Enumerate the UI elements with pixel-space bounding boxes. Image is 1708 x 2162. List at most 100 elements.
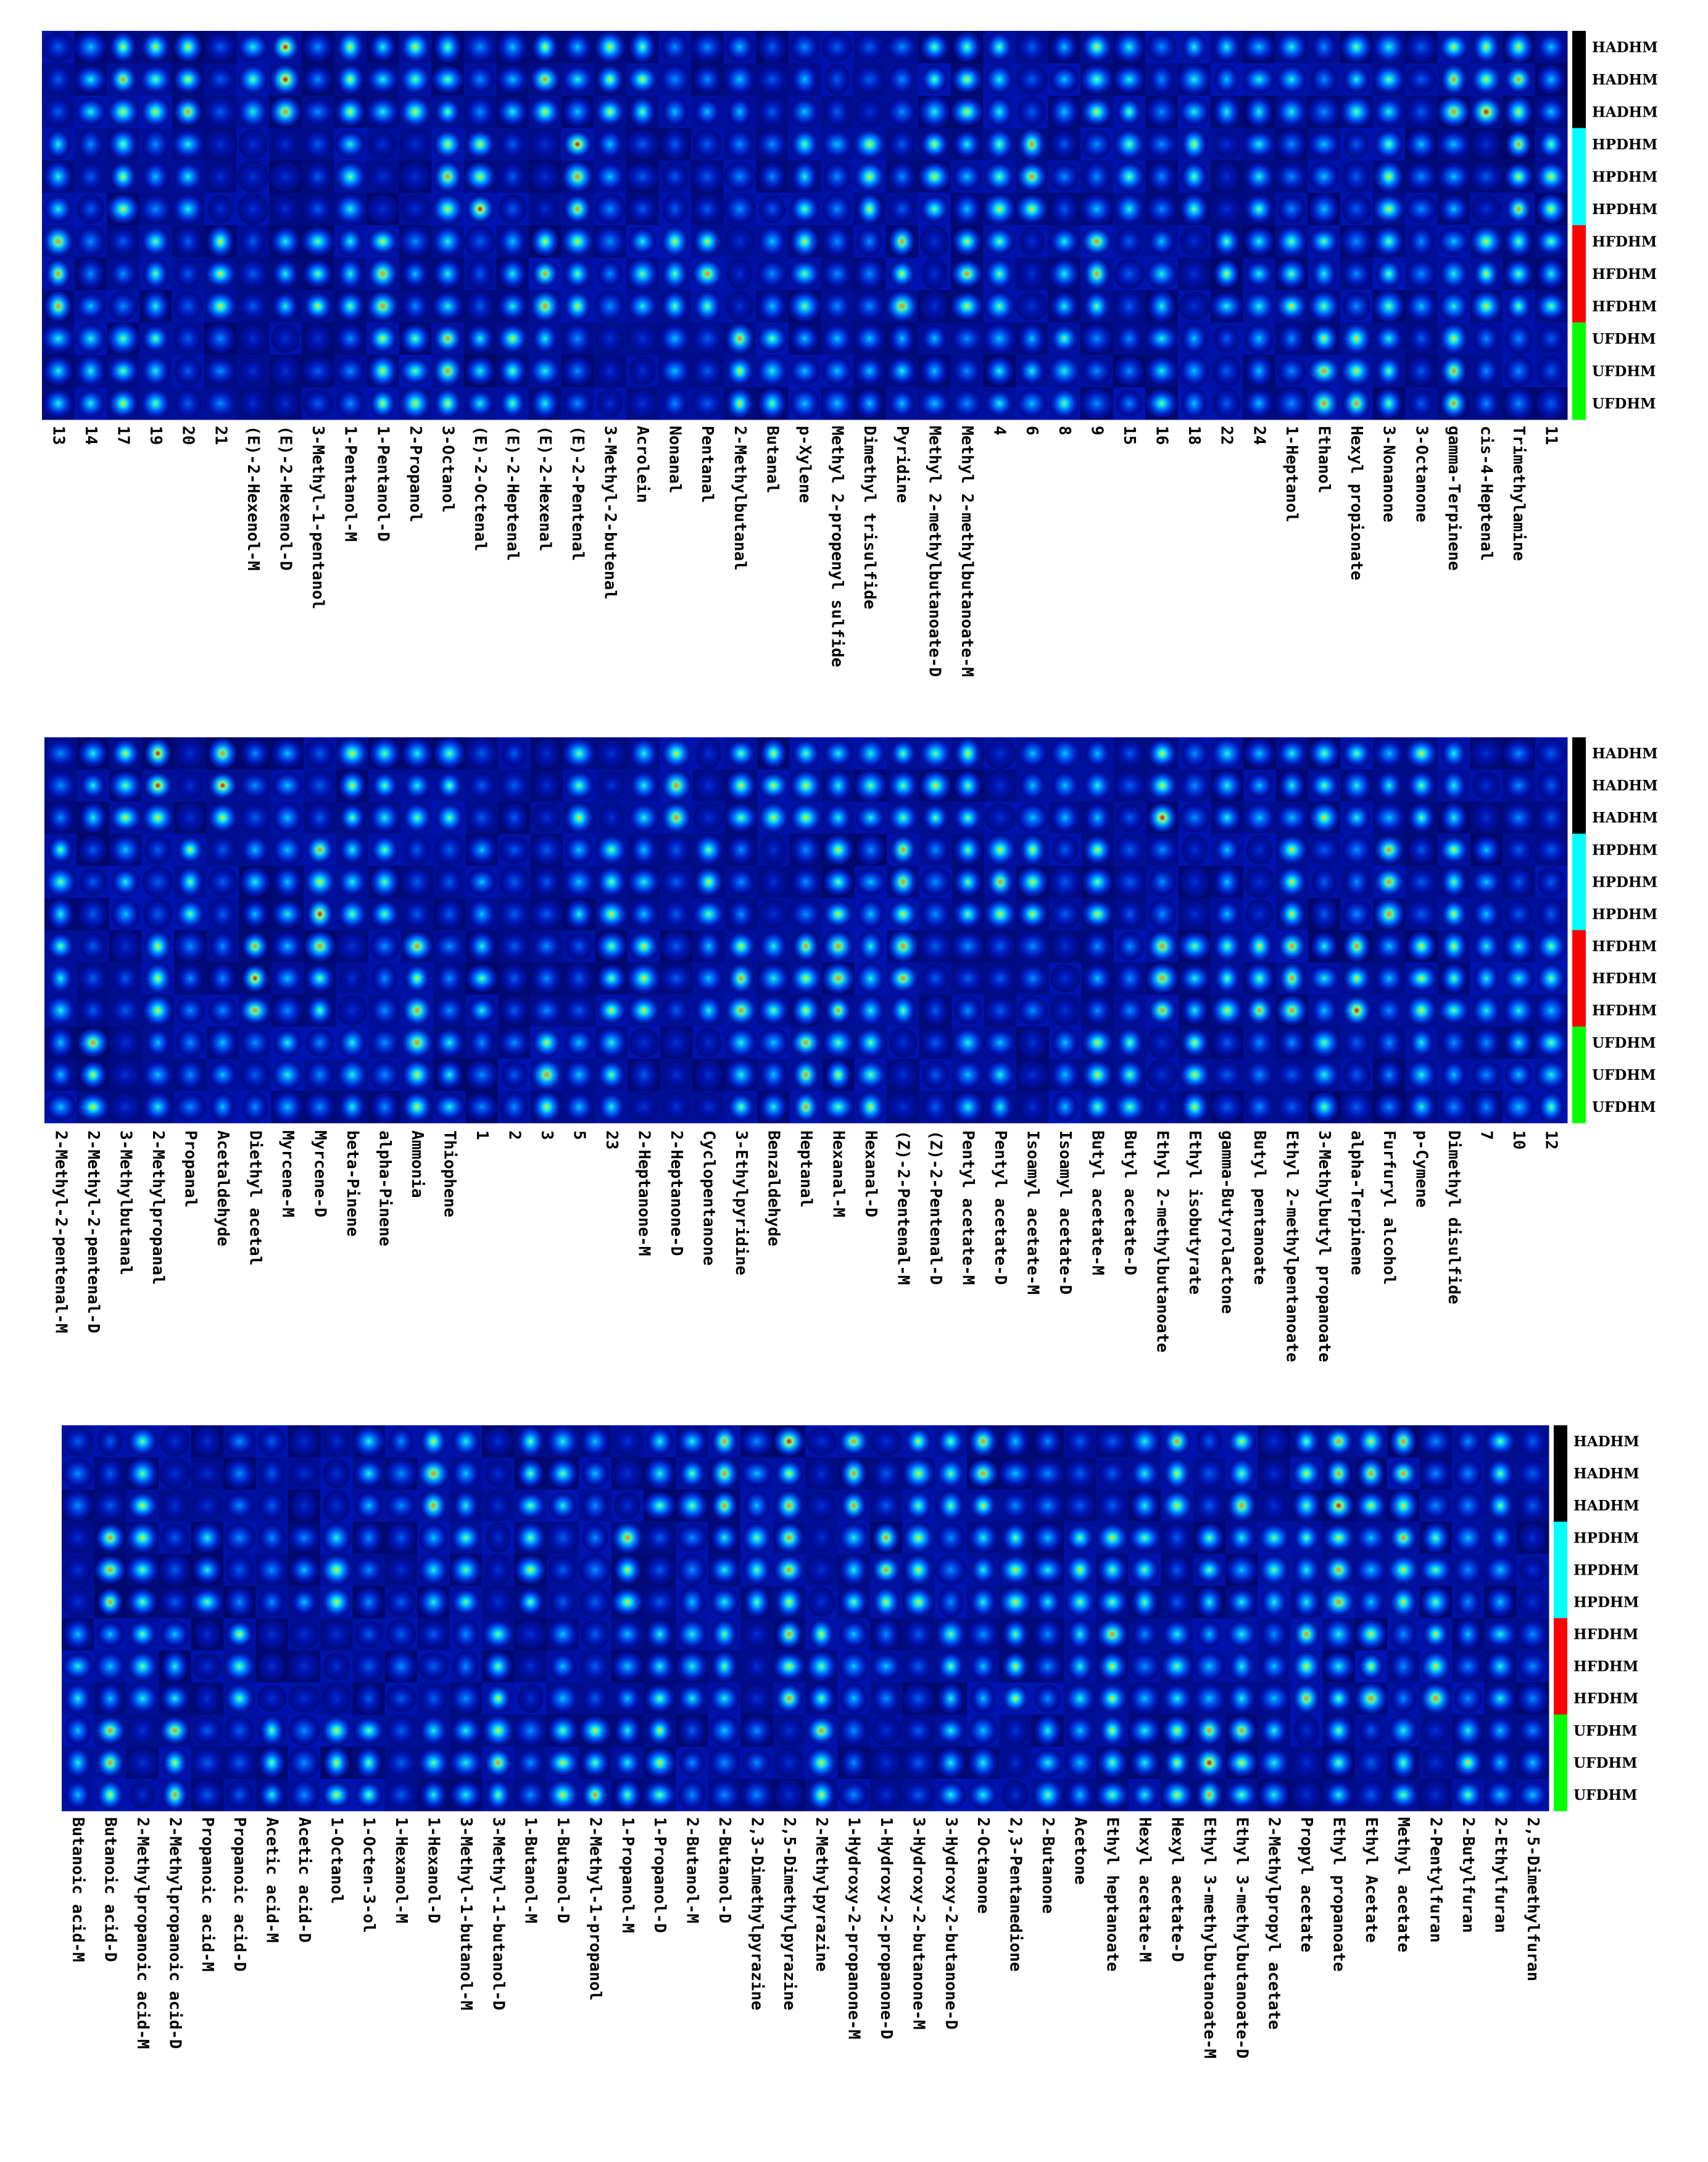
column-label: Methyl 2-methylbutanoate-M (958, 426, 976, 677)
heatmap-spot (1227, 1427, 1256, 1456)
heatmap-spot (97, 1683, 123, 1714)
heatmap-spot (241, 835, 269, 865)
column-label: Butyl acetate-D (1121, 1130, 1139, 1275)
heatmap-spot (692, 259, 723, 289)
heatmap-spot (1488, 1748, 1513, 1778)
heatmap-spot (1227, 1489, 1256, 1522)
heatmap-spot (1161, 1780, 1193, 1810)
row-group-label: HADHM (1592, 72, 1658, 88)
heatmap-spot (789, 31, 820, 62)
heatmap-spot (856, 193, 882, 225)
heatmap-spot (1311, 31, 1337, 63)
column-label: 1-Butanol-M (521, 1817, 540, 1923)
heatmap-spot (1504, 771, 1534, 800)
heatmap-spot (563, 322, 592, 355)
heatmap-spot (450, 1523, 481, 1553)
heatmap-spot (128, 1588, 157, 1617)
heatmap-spot (758, 31, 786, 63)
heatmap-spot (1375, 964, 1403, 993)
heatmap-spot (660, 323, 690, 354)
heatmap-spot (1358, 1716, 1384, 1745)
heatmap-spot (1084, 932, 1111, 961)
group-color-band (1554, 1650, 1567, 1683)
group-color-band (1572, 96, 1586, 128)
heatmap-spot (628, 802, 660, 833)
heatmap-spot (1213, 1028, 1242, 1058)
heatmap-spot (48, 1027, 73, 1058)
heatmap-spot (921, 835, 950, 865)
heatmap-spot (922, 804, 948, 832)
heatmap-spot (1066, 1523, 1094, 1552)
heatmap-spot (65, 1746, 91, 1779)
heatmap-spot (984, 737, 1016, 769)
heatmap-spot (305, 738, 335, 769)
heatmap-spot (808, 1523, 834, 1553)
heatmap-spot (142, 325, 169, 353)
column-label: 2-Methylpropyl acetate (1265, 1817, 1283, 2029)
heatmap-spot (1277, 995, 1308, 1026)
heatmap-spot (839, 1715, 868, 1747)
heatmap-spot (629, 771, 658, 800)
heatmap-spot (954, 868, 982, 897)
heatmap-spot (237, 193, 269, 225)
heatmap-spot (110, 898, 140, 930)
heatmap-spot (339, 964, 365, 993)
heatmap-spot (793, 931, 819, 961)
heatmap-spot (501, 996, 528, 1025)
column-label: 2-Ethylfuran (1491, 1817, 1509, 1933)
heatmap-spot (1504, 1027, 1533, 1058)
heatmap-spot (1051, 835, 1079, 864)
heatmap-spot (386, 1780, 417, 1810)
heatmap-spot (160, 1523, 189, 1553)
heatmap-spot (1536, 963, 1565, 994)
column-label: (Z)-2-Pentenal-D (926, 1130, 945, 1285)
heatmap-spot (1049, 900, 1081, 929)
heatmap-spot (1245, 323, 1274, 355)
heatmap-spot (1342, 291, 1370, 321)
heatmap-spot (76, 389, 105, 418)
column-label: 18 (1185, 426, 1203, 445)
heatmap-spot (1324, 1781, 1353, 1809)
column-label: 1-Propanol-M (618, 1817, 637, 1933)
heatmap-spot (1356, 1747, 1387, 1778)
heatmap-spot (530, 65, 560, 94)
heatmap-spot (126, 1555, 159, 1584)
heatmap-spot (1181, 387, 1208, 420)
heatmap-spot (1002, 1426, 1029, 1457)
heatmap-spot (94, 1650, 126, 1683)
heatmap-spot (204, 291, 237, 321)
heatmap-spot (1473, 1091, 1500, 1123)
row-group-label: HADHM (1592, 777, 1658, 794)
heatmap-spot (77, 128, 104, 160)
heatmap-spot (726, 770, 756, 801)
heatmap-spot (386, 1715, 417, 1747)
heatmap-spot (272, 771, 304, 800)
heatmap-spot (1179, 1060, 1210, 1090)
heatmap-spot (1245, 260, 1274, 288)
heatmap-spot (467, 771, 496, 800)
heatmap-spot (1390, 1684, 1417, 1713)
heatmap-spot (337, 995, 368, 1026)
heatmap-spot (987, 866, 1014, 898)
column-label: Thiophene (440, 1130, 458, 1217)
heatmap-spot (791, 64, 818, 95)
heatmap-spot (838, 1781, 869, 1809)
heatmap-spot (386, 1650, 417, 1683)
heatmap-spot (1084, 291, 1110, 322)
heatmap-spot (453, 1490, 479, 1521)
column-label: Isoamyl acetate-D (1056, 1130, 1074, 1294)
heatmap-spot (1149, 63, 1174, 96)
heatmap-spot (1503, 964, 1535, 993)
heatmap-spot (1485, 1428, 1515, 1455)
row-group-label: UFDHM (1592, 1067, 1656, 1083)
heatmap-spot (790, 225, 819, 257)
heatmap-spot (1214, 259, 1240, 288)
heatmap-spot (402, 1059, 433, 1090)
heatmap-spot (175, 930, 205, 963)
heatmap-spot (1536, 98, 1565, 126)
heatmap-spot (870, 1747, 902, 1779)
heatmap-spot (821, 129, 853, 159)
heatmap-spot (466, 835, 497, 865)
heatmap-spot (143, 258, 168, 289)
heatmap-spot (838, 1650, 869, 1683)
